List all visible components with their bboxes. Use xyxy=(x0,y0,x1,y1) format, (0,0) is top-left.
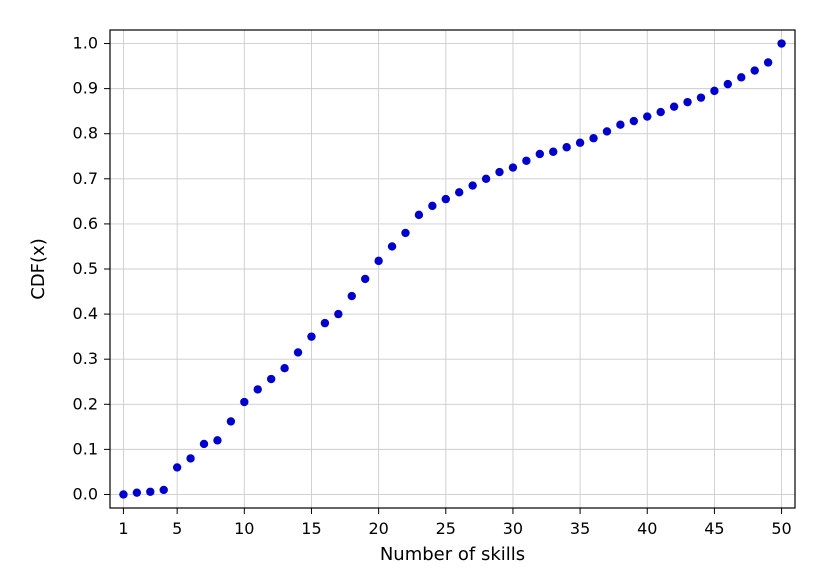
data-point xyxy=(576,139,584,147)
data-point xyxy=(751,66,759,74)
data-point xyxy=(724,80,732,88)
x-tick-label: 30 xyxy=(503,519,523,538)
data-point xyxy=(374,257,382,265)
data-point xyxy=(442,195,450,203)
data-point xyxy=(321,319,329,327)
y-tick-label: 0.6 xyxy=(73,214,98,233)
y-tick-label: 0.4 xyxy=(73,304,98,323)
data-point xyxy=(468,181,476,189)
x-tick-labels: 15101520253035404550 xyxy=(118,519,791,538)
data-point xyxy=(764,58,772,66)
data-point xyxy=(509,163,517,171)
data-point xyxy=(522,157,530,165)
y-tick-label: 0.0 xyxy=(73,484,98,503)
y-tick-label: 0.8 xyxy=(73,124,98,143)
x-tick-label: 20 xyxy=(368,519,388,538)
data-point xyxy=(415,211,423,219)
data-point xyxy=(643,112,651,120)
data-point xyxy=(710,87,718,95)
data-point xyxy=(267,375,275,383)
data-point xyxy=(173,463,181,471)
data-point xyxy=(334,310,342,318)
data-point xyxy=(603,127,611,135)
data-point xyxy=(455,188,463,196)
y-tick-label: 0.7 xyxy=(73,169,98,188)
data-point xyxy=(213,436,221,444)
data-point xyxy=(240,398,248,406)
data-point xyxy=(119,490,127,498)
x-tick-label: 45 xyxy=(704,519,724,538)
data-point xyxy=(307,332,315,340)
x-tick-label: 5 xyxy=(172,519,182,538)
y-tick-label: 0.2 xyxy=(73,394,98,413)
x-tick-label: 40 xyxy=(637,519,657,538)
data-point xyxy=(361,275,369,283)
y-tick-labels: 0.0 0.1 0.2 0.3 0.4 0.5 0.6 0.7 0.8 0.9 1.0 xyxy=(73,34,98,504)
x-tick-label: 10 xyxy=(234,519,254,538)
data-point xyxy=(777,39,785,47)
y-tick-label: 0.1 xyxy=(73,439,98,458)
data-point xyxy=(562,143,570,151)
x-axis-label: Number of skills xyxy=(380,544,525,565)
y-tick-label: 0.5 xyxy=(73,259,98,278)
data-point xyxy=(294,348,302,356)
data-point xyxy=(616,120,624,128)
data-point xyxy=(133,488,141,496)
chart-canvas: 15101520253035404550 0.00.10.20.30.40.50… xyxy=(0,0,828,587)
data-point xyxy=(656,108,664,116)
y-tick-label: 0.3 xyxy=(73,349,98,368)
data-point xyxy=(388,242,396,250)
data-point xyxy=(146,488,154,496)
x-tick-label: 1 xyxy=(118,519,128,538)
x-tick-label: 35 xyxy=(570,519,590,538)
y-tick-label: 1.0 xyxy=(73,34,98,53)
data-point xyxy=(495,168,503,176)
y-axis-label: CDF(x) xyxy=(28,238,49,299)
data-point xyxy=(670,102,678,110)
data-point xyxy=(280,364,288,372)
x-tick-label: 25 xyxy=(436,519,456,538)
data-point xyxy=(589,134,597,142)
data-point xyxy=(630,117,638,125)
cdf-chart: 15101520253035404550 0.00.10.20.30.40.50… xyxy=(0,0,828,587)
data-point xyxy=(348,292,356,300)
data-point xyxy=(254,385,262,393)
data-point xyxy=(428,202,436,210)
data-point xyxy=(549,148,557,156)
data-point xyxy=(482,175,490,183)
data-point xyxy=(697,93,705,101)
data-point xyxy=(200,440,208,448)
data-point xyxy=(186,454,194,462)
data-point xyxy=(401,229,409,237)
data-point xyxy=(737,73,745,81)
x-tick-label: 50 xyxy=(771,519,791,538)
y-tick-label: 0.9 xyxy=(73,79,98,98)
data-point xyxy=(536,150,544,158)
x-tick-label: 15 xyxy=(301,519,321,538)
data-point xyxy=(227,417,235,425)
data-point xyxy=(683,98,691,106)
data-point xyxy=(160,486,168,494)
